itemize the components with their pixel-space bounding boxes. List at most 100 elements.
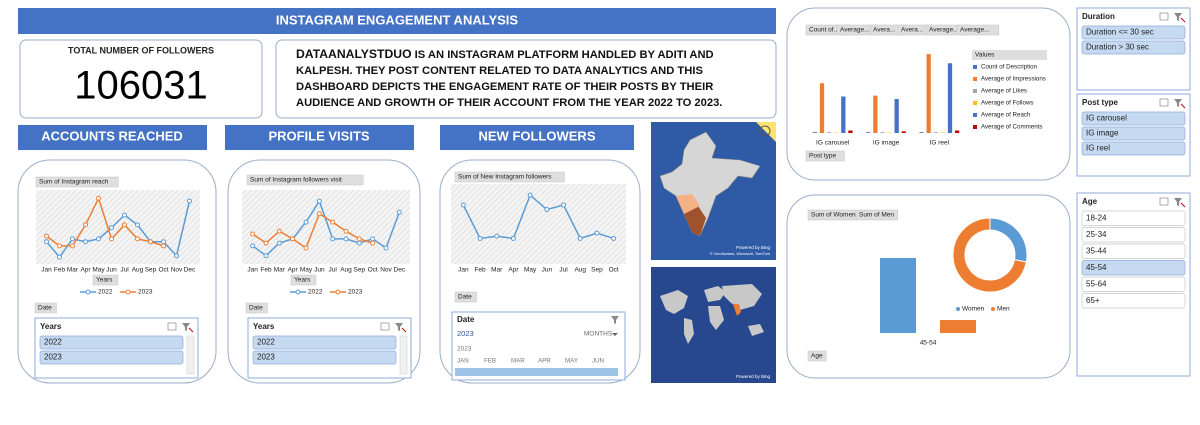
line-series xyxy=(252,199,401,257)
clear-filter-icon[interactable] xyxy=(611,316,619,324)
line-marker xyxy=(396,209,402,215)
line-marker xyxy=(263,253,269,259)
field-button[interactable] xyxy=(805,150,845,162)
x-tick-label: Aug xyxy=(340,267,352,274)
line-marker xyxy=(527,192,533,198)
line-marker xyxy=(356,236,362,242)
field-button[interactable] xyxy=(956,24,1000,36)
line-marker xyxy=(276,240,282,246)
bar xyxy=(880,132,885,133)
slicer-item-label: 55-64 xyxy=(1086,279,1107,288)
slicer-item[interactable] xyxy=(1081,25,1186,40)
field-button[interactable] xyxy=(290,274,317,286)
line-marker xyxy=(544,207,550,213)
slicer-item[interactable] xyxy=(39,335,184,350)
line-series xyxy=(45,200,191,259)
field-button[interactable] xyxy=(245,302,268,314)
slicer-item[interactable] xyxy=(1081,293,1186,309)
bar xyxy=(880,258,916,333)
x-tick-label: Oct xyxy=(158,267,168,274)
slicer-title: Years xyxy=(253,322,275,331)
x-tick-label: Feb xyxy=(474,267,486,274)
multi-select-icon[interactable] xyxy=(1159,98,1169,107)
x-tick-label: 45-54 xyxy=(920,340,937,347)
clear-filter-icon[interactable] xyxy=(1174,13,1182,21)
multi-select-icon[interactable] xyxy=(1159,12,1169,21)
field-button[interactable] xyxy=(454,171,565,183)
timeline-title: Date xyxy=(457,315,475,324)
slicer-item-label: 18-24 xyxy=(1086,213,1107,222)
bar xyxy=(848,130,853,133)
slicer-item-label: 45-54 xyxy=(1086,263,1107,272)
field-button[interactable] xyxy=(34,302,57,314)
field-button[interactable] xyxy=(92,274,119,286)
line-marker xyxy=(187,198,192,204)
line-marker xyxy=(109,236,114,242)
plot-area xyxy=(242,190,410,264)
slicer-item[interactable] xyxy=(1081,210,1186,226)
field-button-label: Date xyxy=(458,294,472,301)
line-series xyxy=(462,193,614,240)
line-marker xyxy=(135,236,140,242)
slicer-item[interactable] xyxy=(1081,40,1186,55)
slicer-item[interactable] xyxy=(1081,141,1186,156)
multi-select-icon[interactable] xyxy=(167,322,177,331)
field-button[interactable] xyxy=(35,176,119,188)
slicer-item-label: IG reel xyxy=(1086,144,1110,153)
timeline-month: JAN xyxy=(457,358,469,365)
section-header xyxy=(225,125,414,150)
multi-select-icon[interactable] xyxy=(1159,197,1169,206)
donut-slice xyxy=(952,217,1027,293)
clear-filter-x xyxy=(1180,202,1186,208)
legend-title: Values xyxy=(975,52,995,59)
section-header xyxy=(440,125,634,150)
x-tick-label: Mar xyxy=(67,267,79,274)
multi-select-icon[interactable] xyxy=(380,322,390,331)
clear-filter-icon[interactable] xyxy=(395,323,403,331)
clear-filter-icon[interactable] xyxy=(1174,99,1182,107)
line-marker xyxy=(356,240,362,246)
slicer-item[interactable] xyxy=(1081,227,1186,243)
field-button-label: Post type xyxy=(809,153,836,160)
line-marker xyxy=(57,254,62,260)
slicer-item-label: 2022 xyxy=(257,338,275,347)
slicer-item[interactable] xyxy=(252,350,397,365)
slicer-item[interactable] xyxy=(1081,111,1186,126)
legend-swatch xyxy=(991,307,995,311)
legend-swatch xyxy=(973,101,977,105)
legend-label: Men xyxy=(997,306,1010,313)
timeline-year-label: 2023 xyxy=(457,346,472,353)
slicer-item[interactable] xyxy=(1081,260,1186,276)
bar xyxy=(812,132,818,133)
field-button[interactable] xyxy=(807,350,827,362)
map-region xyxy=(676,194,700,214)
slicer-item[interactable] xyxy=(39,350,184,365)
slicer-item[interactable] xyxy=(252,335,397,350)
field-button-label: Average... xyxy=(840,27,870,34)
clear-filter-icon[interactable] xyxy=(1174,198,1182,206)
legend-label: Average of Reach xyxy=(981,112,1031,119)
slicer-scrollbar[interactable] xyxy=(186,335,195,375)
x-tick-label: IG reel xyxy=(930,140,950,147)
field-button[interactable] xyxy=(454,291,477,303)
dashboard-title: INSTAGRAM ENGAGEMENT ANALYSIS xyxy=(276,12,519,27)
clear-filter-icon[interactable] xyxy=(182,323,190,331)
field-button[interactable] xyxy=(855,209,899,221)
bar xyxy=(947,63,953,133)
line-marker xyxy=(383,245,389,251)
slicer-item-label: 65+ xyxy=(1086,296,1100,305)
legend-swatch xyxy=(973,89,977,93)
kpi-card xyxy=(19,39,263,119)
slicer-item[interactable] xyxy=(1081,243,1186,259)
chart-panel xyxy=(786,194,1071,379)
slicer-item[interactable] xyxy=(1081,276,1186,292)
slicer-item[interactable] xyxy=(1081,126,1186,141)
field-button[interactable] xyxy=(246,174,364,186)
x-tick-label: Feb xyxy=(54,267,66,274)
slicer-scrollbar[interactable] xyxy=(399,335,408,375)
timeline-bar[interactable] xyxy=(455,368,618,376)
x-tick-label: Jul xyxy=(559,267,568,274)
line-marker xyxy=(611,235,617,241)
period-dropdown[interactable] xyxy=(612,333,618,336)
